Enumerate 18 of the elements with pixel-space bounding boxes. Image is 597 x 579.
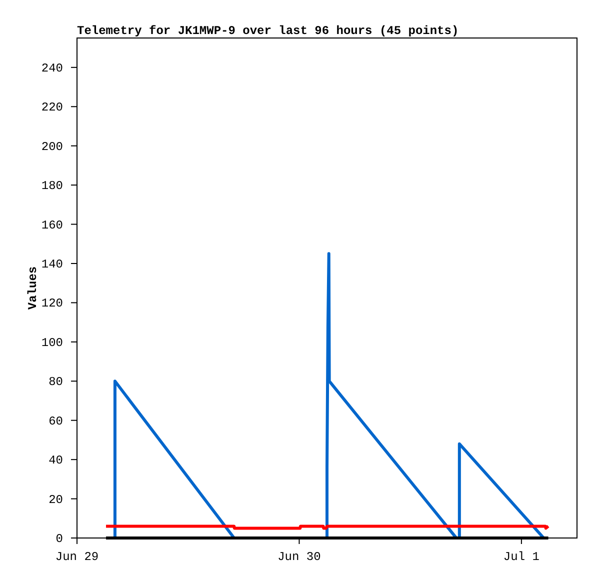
y-tick-label: 160 xyxy=(41,218,63,232)
y-tick-label: 100 xyxy=(41,336,63,350)
x-tick-label: Jun 29 xyxy=(55,550,99,564)
x-tick-label: Jul 1 xyxy=(503,550,540,564)
y-tick-label: 240 xyxy=(41,61,63,76)
y-axis-title: Values xyxy=(26,266,40,310)
y-tick-label: 180 xyxy=(41,179,63,194)
y-tick-label: 220 xyxy=(41,100,63,115)
y-tick-label: 80 xyxy=(48,375,63,390)
y-tick-label: 60 xyxy=(48,414,63,428)
chart-title: Telemetry for JK1MWP-9 over last 96 hours (45 points) xyxy=(77,24,459,38)
y-tick-label: 200 xyxy=(41,140,63,154)
y-tick-label: 0 xyxy=(56,532,63,546)
y-tick-label: 120 xyxy=(41,296,63,311)
y-tick-label: 20 xyxy=(48,492,63,507)
x-tick-label: Jun 30 xyxy=(278,550,321,564)
y-tick-label: 140 xyxy=(41,257,63,272)
y-tick-label: 40 xyxy=(48,454,63,468)
